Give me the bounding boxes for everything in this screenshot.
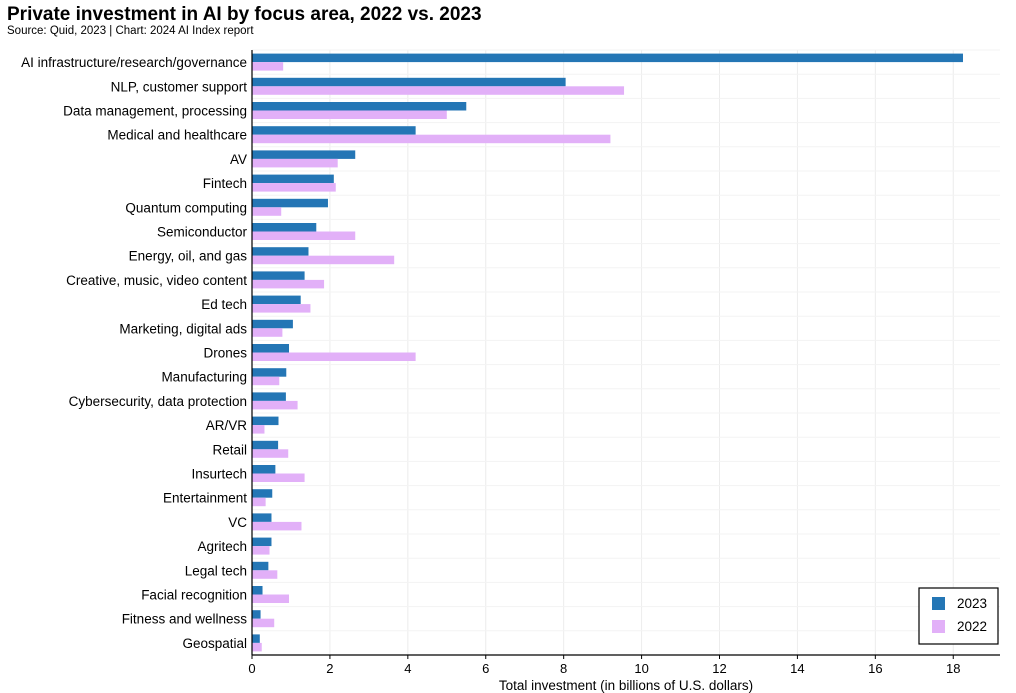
bar-2022: [252, 207, 282, 216]
category-label: Retail: [212, 442, 247, 457]
category-label: Medical and healthcare: [107, 128, 247, 143]
category-label: Fintech: [203, 176, 247, 191]
x-tick-label: 4: [404, 661, 411, 676]
bar-2022: [252, 521, 302, 531]
bar-2023: [252, 537, 272, 547]
bar-2023: [252, 53, 963, 63]
bar-2023: [252, 586, 263, 595]
bar-2023: [252, 440, 279, 450]
bar-2023: [252, 174, 334, 184]
bar-2022: [252, 134, 611, 144]
bar-2022: [252, 642, 262, 652]
bar-2022: [252, 497, 266, 507]
bar-2022: [252, 594, 290, 603]
bar-2022: [252, 570, 278, 579]
bar-2023: [252, 344, 290, 353]
bar-2022: [252, 86, 625, 95]
bar-2023: [252, 416, 279, 426]
bar-2022: [252, 400, 298, 410]
bar-2023: [252, 319, 293, 329]
category-label: Quantum computing: [125, 200, 247, 215]
bar-2023: [252, 126, 416, 135]
bar-2022: [252, 328, 283, 337]
bar-2023: [252, 610, 261, 619]
category-label: Cybersecurity, data protection: [69, 394, 247, 409]
bar-2023: [252, 634, 260, 643]
bar-2023: [252, 295, 301, 305]
bar-2022: [252, 62, 284, 71]
legend-swatch-2022: [932, 620, 945, 633]
bar-2023: [252, 513, 272, 522]
bar-2022: [252, 618, 275, 628]
chart-title: Private investment in AI by focus area, …: [7, 4, 482, 25]
legend-label-2023: 2023: [957, 596, 987, 611]
category-label: Fitness and wellness: [122, 612, 248, 627]
category-label: Data management, processing: [63, 104, 247, 119]
bar-2023: [252, 198, 328, 208]
bar-2023: [252, 102, 467, 111]
bar-2023: [252, 368, 287, 377]
category-label: Entertainment: [163, 491, 247, 506]
bar-2023: [252, 223, 317, 232]
bar-2023: [252, 465, 276, 474]
category-label: NLP, customer support: [111, 79, 248, 94]
bar-2022: [252, 183, 336, 192]
x-tick-label: 10: [634, 661, 648, 676]
bar-2023: [252, 247, 309, 256]
bar-2023: [252, 489, 273, 498]
bar-2022: [252, 158, 338, 168]
bar-2022: [252, 255, 395, 265]
bar-2022: [252, 449, 289, 458]
bar-2022: [252, 110, 447, 119]
bar-2022: [252, 231, 356, 240]
category-label: Insurtech: [191, 467, 247, 482]
bar-2022: [252, 546, 270, 555]
x-tick-label: 2: [326, 661, 333, 676]
chart-subtitle: Source: Quid, 2023 | Chart: 2024 AI Inde…: [7, 25, 254, 37]
category-label: Geospatial: [182, 636, 247, 651]
bar-2023: [252, 77, 566, 87]
x-tick-label: 6: [482, 661, 489, 676]
x-tick-label: 12: [712, 661, 726, 676]
x-tick-label: 0: [248, 661, 255, 676]
x-tick-label: 18: [946, 661, 960, 676]
category-label: Marketing, digital ads: [119, 321, 247, 336]
bar-2022: [252, 279, 325, 289]
bar-2023: [252, 271, 305, 280]
legend-swatch-2023: [932, 597, 945, 610]
category-label: AR/VR: [206, 418, 248, 433]
category-label: Semiconductor: [157, 225, 248, 240]
category-label: Creative, music, video content: [66, 273, 247, 288]
bar-2022: [252, 304, 311, 313]
bar-2023: [252, 561, 269, 571]
x-tick-label: 8: [560, 661, 567, 676]
x-axis-title: Total investment (in billions of U.S. do…: [499, 678, 753, 693]
bar-2022: [252, 473, 305, 482]
category-label: VC: [228, 515, 247, 530]
category-label: Legal tech: [185, 563, 247, 578]
category-label: Ed tech: [201, 297, 247, 312]
x-tick-label: 14: [790, 661, 804, 676]
category-label: Drones: [203, 346, 247, 361]
category-label: Energy, oil, and gas: [129, 249, 248, 264]
category-label: AV: [230, 152, 247, 167]
category-label: Facial recognition: [141, 588, 247, 603]
category-label: Agritech: [197, 539, 247, 554]
x-tick-label: 16: [868, 661, 882, 676]
bar-2023: [252, 150, 356, 159]
bar-2022: [252, 425, 265, 434]
category-label: AI infrastructure/research/governance: [21, 55, 247, 70]
bar-2022: [252, 352, 416, 361]
bar-2022: [252, 376, 280, 386]
legend-label-2022: 2022: [957, 619, 987, 634]
bar-2023: [252, 392, 286, 401]
category-label: Manufacturing: [161, 370, 247, 385]
